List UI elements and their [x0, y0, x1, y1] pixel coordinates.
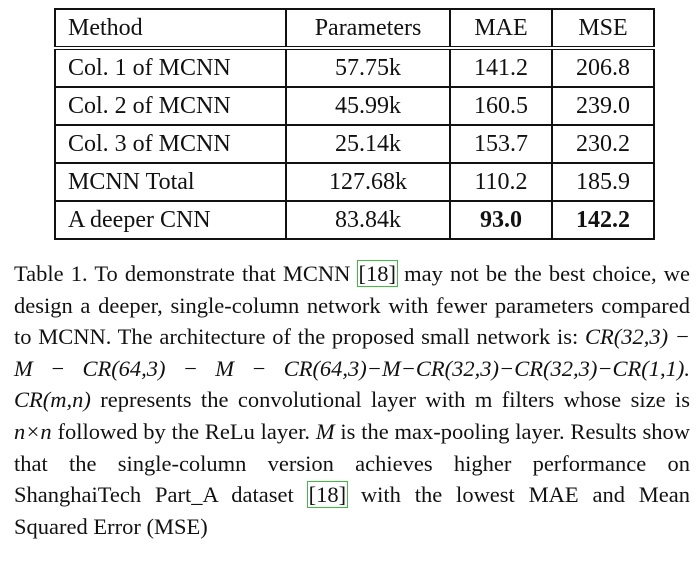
table-row: MCNN Total 127.68k 110.2 185.9	[54, 162, 655, 202]
cell-method: Col. 2 of MCNN	[54, 86, 287, 126]
table-row: A deeper CNN 83.84k 93.0 142.2	[54, 200, 655, 240]
cell-mse: 239.0	[551, 86, 655, 126]
caption-text: is the max-pooling layer. Results show t…	[14, 418, 690, 508]
caption-text: represents the convolutional layer with …	[90, 387, 690, 413]
cell-mae: 141.2	[449, 47, 553, 88]
cell-parameters: 57.75k	[285, 47, 451, 88]
caption-text: with the lowest MAE and Mean Squared Err…	[14, 482, 690, 539]
table-row: Col. 2 of MCNN 45.99k 160.5 239.0	[54, 86, 655, 126]
cell-mae: 160.5	[449, 86, 553, 126]
citation-link[interactable]: [18]	[306, 481, 349, 509]
table-header-row: Method Parameters MAE MSE	[54, 8, 655, 50]
math-nxn: n×n	[14, 418, 52, 444]
cell-method: Col. 3 of MCNN	[54, 124, 287, 164]
table-row: Col. 3 of MCNN 25.14k 153.7 230.2	[54, 124, 655, 164]
cell-mse: 185.9	[551, 162, 655, 202]
architecture-formula: CR(32,3) − M − CR(64,3) − M − CR(64,3)−M…	[14, 324, 690, 381]
table-row: Col. 1 of MCNN 57.75k 141.2 206.8	[54, 47, 655, 88]
citation-link[interactable]: [18]	[356, 260, 399, 287]
cell-parameters: 25.14k	[285, 124, 451, 164]
caption-text: Table 1. To demonstrate that MCNN	[14, 261, 358, 286]
cell-mse: 230.2	[551, 124, 655, 164]
results-table-container: Method Parameters MAE MSE Col. 1 of MCNN…	[54, 8, 655, 240]
cell-mse-best: 142.2	[551, 200, 655, 240]
cell-mae: 110.2	[449, 162, 553, 202]
cell-mae-best: 93.0	[449, 200, 553, 240]
caption-text: followed by the ReLu layer.	[51, 418, 316, 444]
math-m: M	[315, 418, 335, 444]
cell-method: A deeper CNN	[54, 200, 287, 240]
header-parameters: Parameters	[285, 8, 451, 50]
cell-parameters: 45.99k	[285, 86, 451, 126]
table-caption: Table 1. To demonstrate that MCNN [18] m…	[14, 258, 690, 542]
cell-mae: 153.7	[449, 124, 553, 164]
caption-text: may not be the best choice, we design a …	[14, 261, 690, 350]
results-table: Method Parameters MAE MSE Col. 1 of MCNN…	[54, 8, 655, 240]
cell-method: Col. 1 of MCNN	[54, 47, 287, 88]
header-mae: MAE	[449, 8, 553, 50]
math-crmn: CR(m,n)	[14, 387, 91, 413]
cell-parameters: 127.68k	[285, 162, 451, 202]
cell-mse: 206.8	[551, 47, 655, 88]
header-method: Method	[54, 8, 287, 50]
cell-parameters: 83.84k	[285, 200, 451, 240]
header-mse: MSE	[551, 8, 655, 50]
cell-method: MCNN Total	[54, 162, 287, 202]
